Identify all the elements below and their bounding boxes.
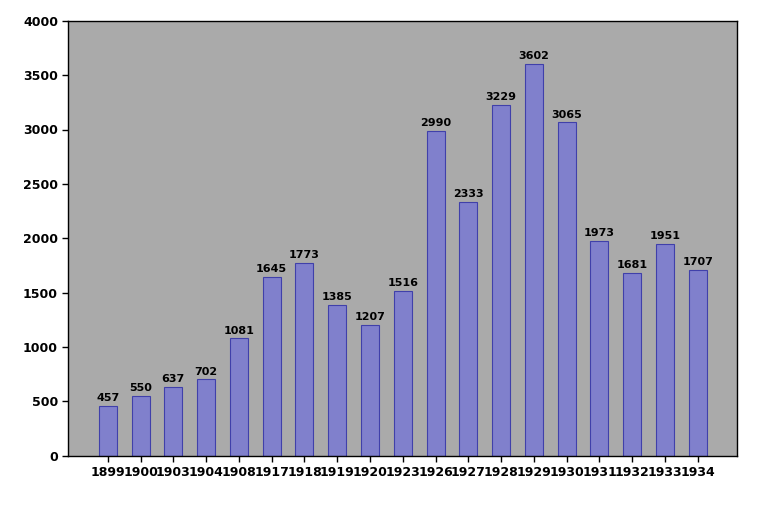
Text: 637: 637 bbox=[162, 374, 185, 384]
Text: 1207: 1207 bbox=[355, 312, 385, 322]
Text: 1645: 1645 bbox=[256, 264, 287, 274]
Text: 1516: 1516 bbox=[388, 278, 418, 288]
Bar bbox=[361, 325, 379, 456]
Text: 2990: 2990 bbox=[420, 118, 451, 128]
Text: 3602: 3602 bbox=[518, 51, 549, 61]
Text: 2333: 2333 bbox=[453, 190, 483, 199]
Bar bbox=[328, 305, 347, 456]
Text: 457: 457 bbox=[97, 393, 119, 404]
Bar bbox=[492, 105, 510, 456]
Bar bbox=[525, 64, 543, 456]
Bar bbox=[164, 386, 182, 456]
Bar bbox=[426, 131, 445, 456]
Text: 3229: 3229 bbox=[486, 92, 517, 102]
Bar bbox=[558, 122, 575, 456]
Bar bbox=[394, 291, 412, 456]
Text: 1773: 1773 bbox=[289, 250, 320, 260]
Text: 1707: 1707 bbox=[682, 257, 713, 267]
Bar bbox=[591, 241, 609, 456]
Bar bbox=[689, 270, 707, 456]
Bar bbox=[197, 380, 215, 456]
Bar bbox=[230, 338, 248, 456]
Text: 1081: 1081 bbox=[223, 325, 255, 336]
Bar bbox=[296, 263, 313, 456]
Bar bbox=[656, 243, 674, 456]
Bar bbox=[623, 273, 641, 456]
Bar bbox=[459, 202, 477, 456]
Text: 1973: 1973 bbox=[584, 228, 615, 238]
Text: 3065: 3065 bbox=[551, 110, 582, 120]
Text: 702: 702 bbox=[195, 367, 217, 377]
Bar bbox=[263, 277, 280, 456]
Bar bbox=[99, 406, 117, 456]
Text: 1681: 1681 bbox=[616, 260, 648, 270]
Text: 1951: 1951 bbox=[650, 231, 680, 241]
Text: 1385: 1385 bbox=[322, 293, 353, 303]
Text: 550: 550 bbox=[129, 383, 152, 393]
Bar bbox=[131, 396, 150, 456]
